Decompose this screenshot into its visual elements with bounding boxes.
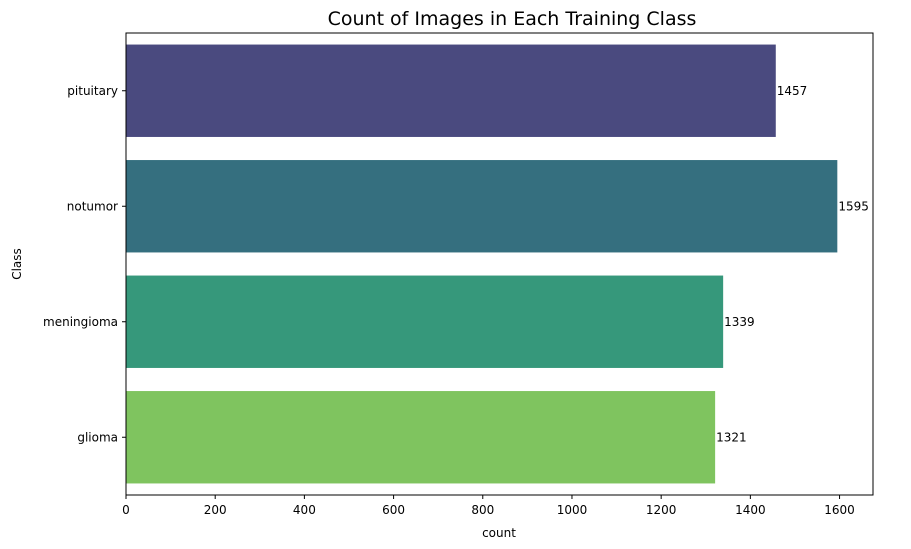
y-axis-ticks: pituitary notumor meningioma glioma <box>43 84 126 444</box>
data-label-notumor: 1595 <box>838 199 869 213</box>
data-label-meningioma: 1339 <box>724 315 755 329</box>
x-tick-label-800: 800 <box>471 503 494 517</box>
x-tick-label-1400: 1400 <box>735 503 766 517</box>
x-tick-label-600: 600 <box>382 503 405 517</box>
plot-frame <box>125 32 874 496</box>
bars-group <box>126 44 838 484</box>
y-tick-label-meningioma: meningioma <box>43 315 118 329</box>
y-tick-label-glioma: glioma <box>77 430 118 444</box>
x-tick-label-1200: 1200 <box>646 503 677 517</box>
y-tick-label-pituitary: pituitary <box>67 84 118 98</box>
x-tick-label-400: 400 <box>293 503 316 517</box>
bar-notumor <box>126 160 838 253</box>
x-tick-label-0: 0 <box>122 503 130 517</box>
bar-meningioma <box>126 275 724 368</box>
y-tick-label-notumor: notumor <box>67 199 118 213</box>
data-label-glioma: 1321 <box>716 430 747 444</box>
x-tick-label-1000: 1000 <box>557 503 588 517</box>
data-labels-group: 1457 1595 1339 1321 <box>716 84 869 445</box>
data-label-pituitary: 1457 <box>777 84 808 98</box>
chart-title: Count of Images in Each Training Class <box>328 8 697 30</box>
x-axis-label: count <box>482 526 516 540</box>
x-tick-label-1600: 1600 <box>824 503 855 517</box>
y-axis-label: Class <box>10 248 24 280</box>
x-axis-ticks: 0 200 400 600 800 1000 1200 1400 1600 <box>122 495 855 517</box>
bar-glioma <box>126 391 716 484</box>
bar-pituitary <box>126 44 776 137</box>
x-tick-label-200: 200 <box>204 503 227 517</box>
